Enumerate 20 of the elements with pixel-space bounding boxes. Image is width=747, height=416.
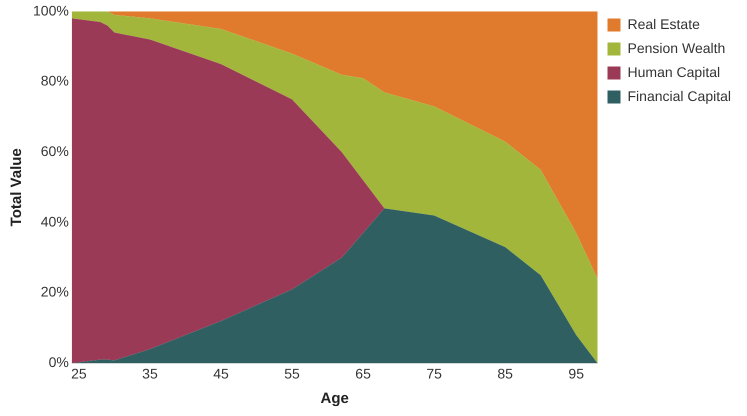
x-tick-label: 75 [426, 365, 442, 382]
y-tick-label: 80% [40, 72, 69, 89]
y-tick-label: 60% [40, 142, 69, 159]
legend-label: Pension Wealth [628, 40, 726, 56]
x-tick-label: 95 [568, 365, 584, 382]
x-tick-label: 85 [497, 365, 514, 382]
y-tick-label: 0% [48, 354, 69, 370]
legend-label: Financial Capital [628, 88, 732, 104]
y-tick-label: 100% [32, 2, 69, 18]
x-tick-label: 55 [284, 365, 300, 382]
y-axis-title: Total Value [8, 148, 26, 226]
x-tick-label: 35 [142, 365, 158, 382]
x-tick-label: 25 [71, 365, 87, 382]
x-tick-label: 65 [355, 365, 372, 382]
y-tick-label: 20% [40, 284, 69, 300]
y-tick-label: 40% [40, 213, 69, 230]
legend-label: Human Capital [628, 64, 720, 80]
x-tick-label: 45 [213, 365, 229, 382]
legend-label: Real Estate [628, 16, 700, 32]
x-axis-title: Age [320, 390, 349, 408]
